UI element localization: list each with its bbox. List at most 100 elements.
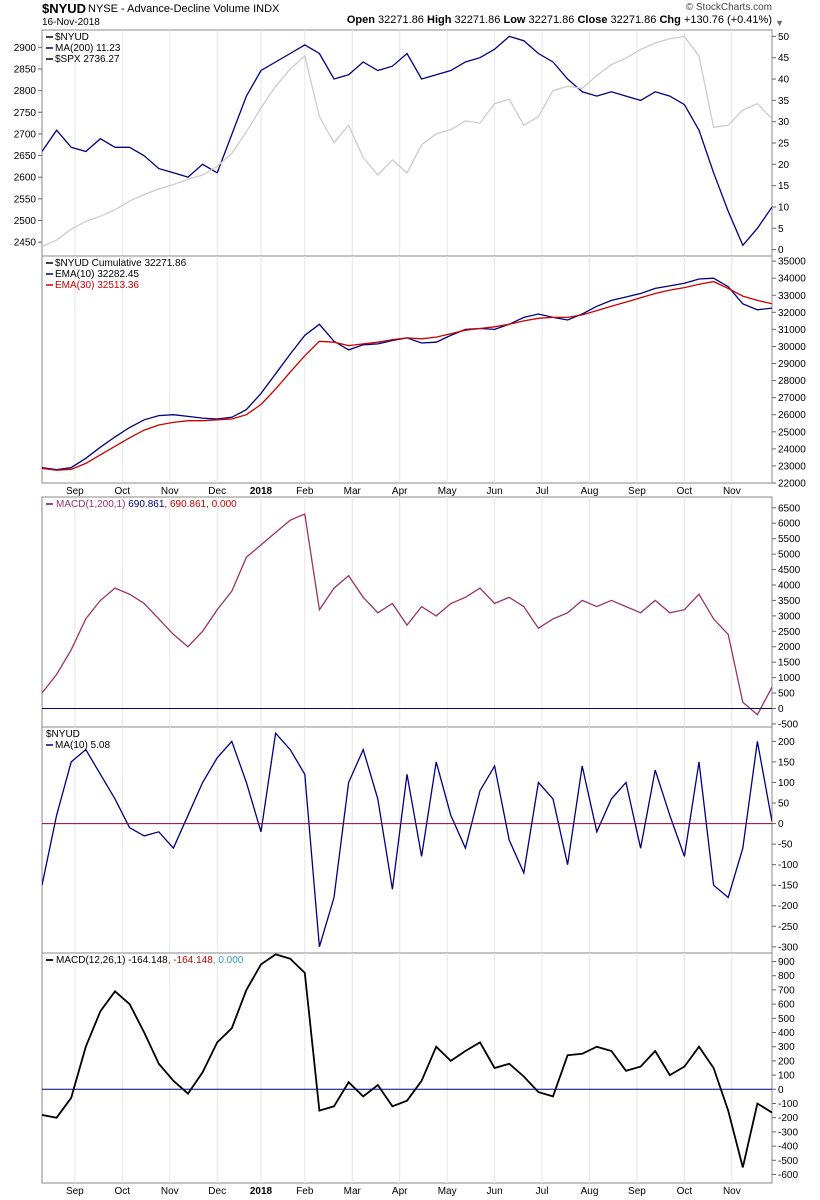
right-axis-tick-label: 2000 (778, 642, 801, 653)
legend-value: , 690.861 (164, 499, 206, 510)
panel-cumulative: 22000 23000 24000 25000 26000 27000 28000 29000… (41, 255, 806, 497)
right-axis-tick-label: -300 (778, 1127, 798, 1138)
right-axis-tick-label: 32000 (778, 308, 806, 319)
right-axis-tick-label: 4000 (778, 580, 801, 591)
x-axis-tick-label: Dec (208, 1186, 226, 1197)
right-axis-tick-label: -500 (778, 1156, 798, 1167)
chg-label: Chg (659, 14, 681, 26)
x-axis-tick-label: Nov (723, 486, 741, 497)
open-value: 32271.86 (378, 14, 424, 26)
panel-frame (41, 255, 773, 484)
x-axis-tick-label: Feb (296, 1186, 314, 1197)
x-axis-tick-label: Oct (115, 486, 131, 497)
x-axis-tick-label: Mar (344, 1186, 362, 1197)
low-label: Low (503, 14, 526, 26)
close-value: 32271.86 (610, 14, 657, 26)
right-axis-tick-label: 6500 (778, 503, 801, 514)
x-axis-tick-label: Feb (296, 486, 314, 497)
legend-entry: $NYUD (55, 32, 89, 43)
right-axis-tick-label: 0 (778, 819, 784, 830)
right-axis-tick-label: 23000 (778, 461, 806, 472)
left-axis-tick-label: 2700 (14, 129, 37, 140)
right-axis-tick-label: 15 (778, 181, 790, 192)
right-axis-tick-label: 25 (778, 139, 790, 150)
right-axis-tick-label: -400 (778, 1142, 798, 1153)
chg-value: +130.76 (+0.41%) (683, 14, 772, 26)
right-axis-tick-label: 5500 (778, 534, 801, 545)
x-axis-tick-label: 2018 (250, 1186, 273, 1197)
copyright: © StockCharts.com (685, 2, 772, 13)
right-axis-tick-label: 3500 (778, 596, 801, 607)
right-axis-tick-label: 0 (778, 704, 784, 715)
legend-value: MACD(12,26,1) (56, 955, 125, 966)
right-axis-tick-label: 27000 (778, 393, 806, 404)
right-axis-tick-label: 35000 (778, 257, 806, 268)
right-axis-tick-label: 24000 (778, 444, 806, 455)
ohlc-readout: Open 32271.86 High 32271.86 Low 32271.86… (347, 14, 772, 26)
left-axis-tick-label: 2650 (14, 151, 37, 162)
legend-entry: $SPX 2736.27 (55, 54, 120, 65)
chart-date: 16-Nov-2018 (42, 17, 100, 28)
x-axis-tick-label: Aug (581, 486, 599, 497)
right-axis-tick-label: 5 (778, 224, 784, 235)
legend-value: , -164.148 (168, 955, 213, 966)
legend-entry: EMA(10) 32282.45 (55, 269, 139, 280)
right-axis-tick-label: 22000 (778, 479, 806, 490)
x-axis-tick-label: Jul (536, 486, 549, 497)
right-axis-tick-label: 5000 (778, 550, 801, 561)
right-axis-tick-label: 40 (778, 75, 790, 86)
x-axis-tick-label: Jun (487, 1186, 503, 1197)
left-axis-tick-label: 2750 (14, 108, 37, 119)
right-axis-tick-label: 3000 (778, 611, 801, 622)
series-line-ma-10- (42, 731, 772, 947)
triangle-down-icon[interactable]: ▼ (775, 18, 784, 28)
right-axis-tick-label: -100 (778, 860, 798, 871)
right-axis-tick-label: -50 (778, 840, 793, 851)
symbol-title: $NYUD (42, 1, 87, 16)
legend-entry: MA(10) 5.08 (55, 740, 110, 751)
series-line-macd-12-26-1- (42, 953, 772, 1168)
right-axis-tick-label: 300 (778, 1042, 795, 1053)
right-axis-tick-label: 400 (778, 1028, 795, 1039)
x-axis-tick-label: Nov (723, 1186, 741, 1197)
x-axis-tick-label: Jul (536, 1186, 549, 1197)
panel-frame (41, 29, 773, 257)
right-axis-tick-label: 700 (778, 985, 795, 996)
x-axis-tick-label: Sep (628, 1186, 646, 1197)
panel-price-overlay: 0 5 10 15 20 25 30 35 40 45 50 2450 2500 2550 2600 2650… (14, 29, 790, 257)
right-axis-tick-label: 25000 (778, 427, 806, 438)
right-axis-tick-label: 100 (778, 1071, 795, 1082)
panel-macd-12-26: -600 -500 -400 -300 -200 -100 0 100 200 300 400 500… (41, 952, 798, 1197)
legend-entry: $NYUD (46, 729, 80, 740)
right-axis-tick-label: 50 (778, 32, 790, 43)
series-line--spx (42, 35, 772, 248)
legend-value: -164.148 (125, 955, 168, 966)
chart-header: $NYUD NYSE - Advance-Decline Volume INDX… (0, 0, 820, 30)
right-axis-tick-label: -100 (778, 1099, 798, 1110)
right-axis-tick-label: -200 (778, 901, 798, 912)
x-axis-tick-label: Sep (66, 1186, 84, 1197)
right-axis-tick-label: 600 (778, 1000, 795, 1011)
right-axis-tick-label: 20 (778, 160, 790, 171)
low-value: 32271.86 (528, 14, 575, 26)
legend-entry: MACD(12,26,1) -164.148, -164.148, 0.000 (56, 955, 244, 966)
x-axis-tick-label: Oct (677, 1186, 693, 1197)
right-axis-tick-label: 26000 (778, 410, 806, 421)
right-axis-tick-label: 6000 (778, 519, 801, 530)
symbol-description: NYSE - Advance-Decline Volume INDX (88, 3, 280, 15)
left-axis-tick-label: 2500 (14, 216, 37, 227)
left-axis-tick-label: 2850 (14, 64, 37, 75)
right-axis-tick-label: 900 (778, 957, 795, 968)
right-axis-tick-label: 150 (778, 757, 795, 768)
open-label: Open (346, 14, 375, 26)
legend-value: 690.861 (125, 499, 164, 510)
right-axis-tick-label: 31000 (778, 325, 806, 336)
right-axis-tick-label: 1000 (778, 673, 801, 684)
right-axis-tick-label: 800 (778, 971, 795, 982)
panel-frame (41, 952, 773, 1184)
x-axis-tick-label: Aug (581, 1186, 599, 1197)
right-axis-tick-label: 34000 (778, 274, 806, 285)
series-line-macd-1-200-1- (42, 513, 772, 716)
right-axis-tick-label: -150 (778, 881, 798, 892)
